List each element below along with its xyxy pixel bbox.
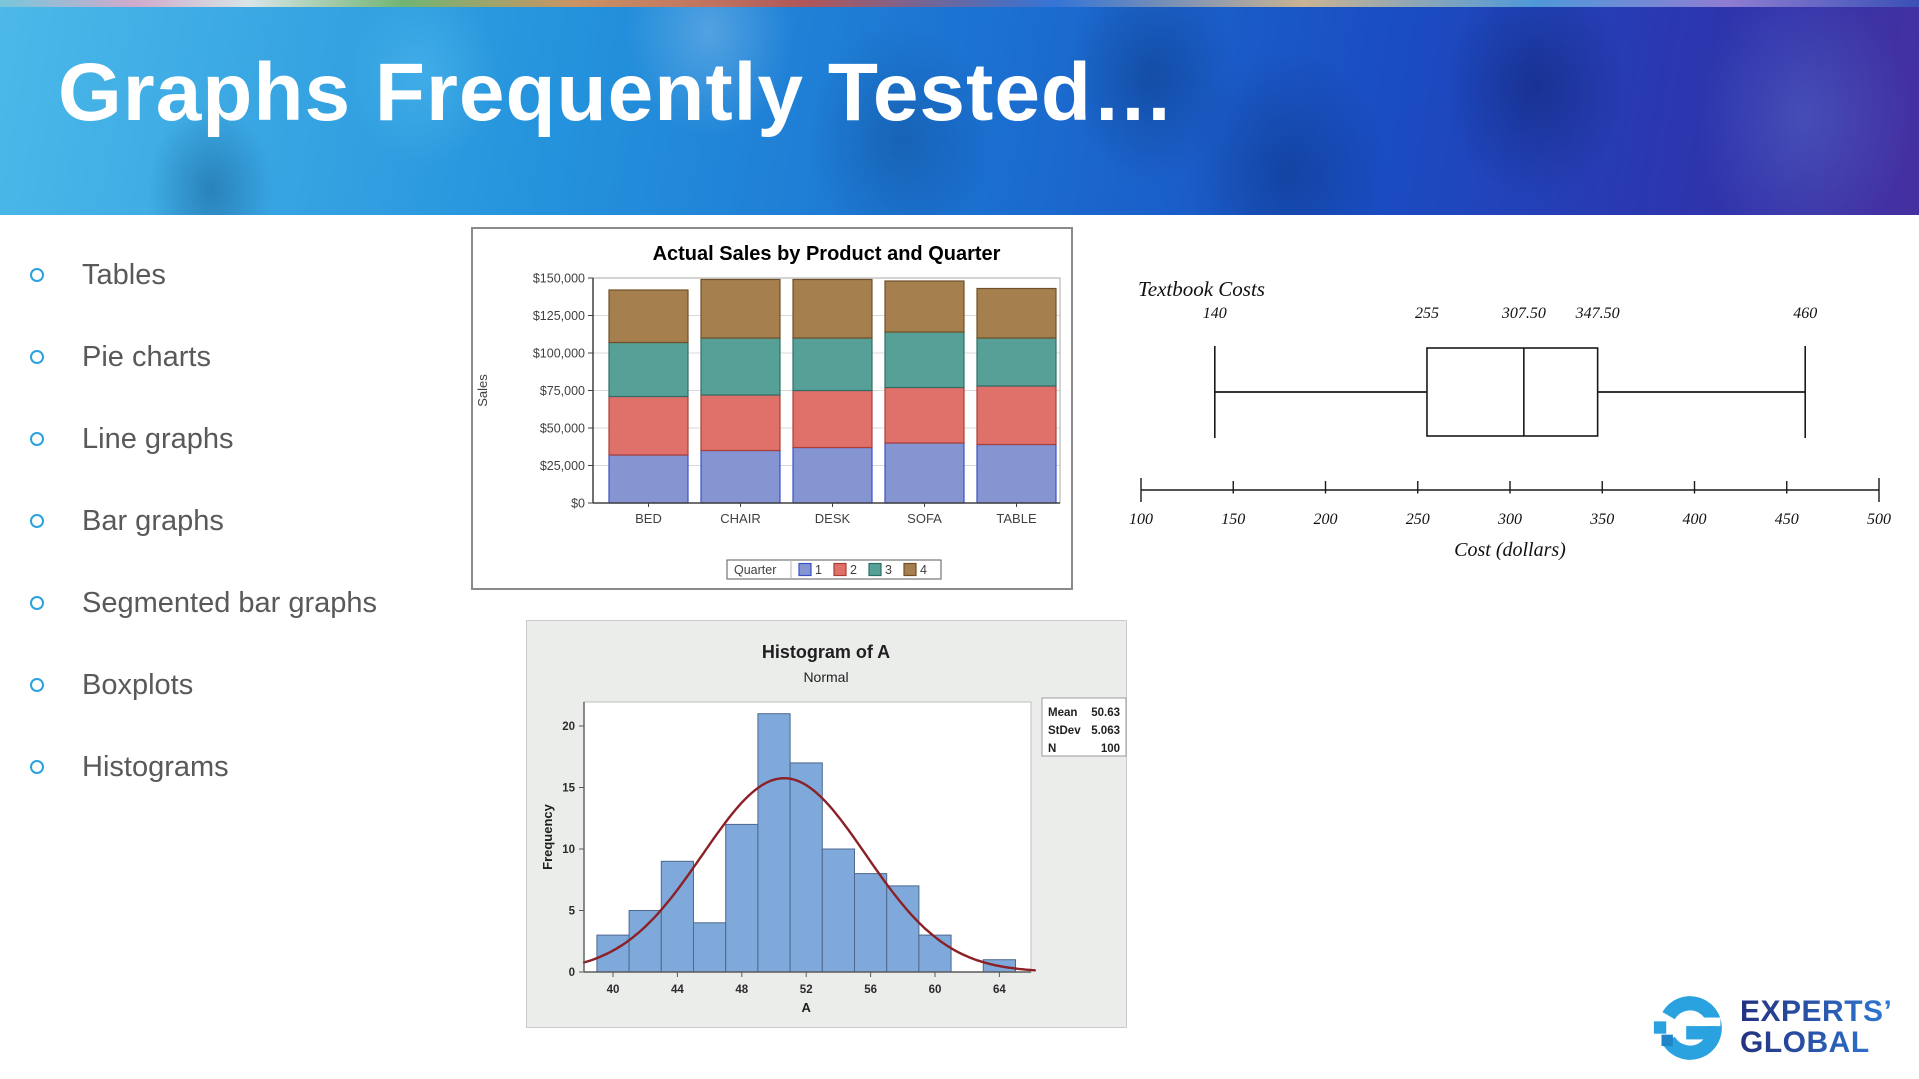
svg-text:Cost (dollars): Cost (dollars) [1454,539,1566,561]
svg-text:20: 20 [562,721,575,733]
svg-text:460: 460 [1793,305,1817,322]
header-photo-strip [0,0,1919,7]
svg-text:200: 200 [1314,511,1338,528]
circle-bullet-icon [30,514,44,528]
bullet-label: Segmented bar graphs [82,586,378,619]
svg-text:50.63: 50.63 [1091,707,1120,719]
boxplot-chart: Textbook Costs 140 255 307.50 347.50 460 100 15… [1128,262,1898,562]
histogram-chart-canvas: Histogram of A Normal 0 5 10 15 20 40 44 48 52 56 60… [540,642,1127,1015]
boxplot-chart-canvas: Textbook Costs 140 255 307.50 347.50 460 100 15… [1129,277,1891,561]
logo-g-icon [1653,996,1722,1060]
stacked-bar-chart: Actual Sales by Product and Quarter $0 $25… [471,227,1073,590]
circle-bullet-icon [30,678,44,692]
list-item: Line graphs [30,398,377,480]
svg-text:Sales: Sales [475,374,490,407]
svg-text:Textbook Costs: Textbook Costs [1138,277,1265,301]
svg-text:60: 60 [929,984,942,996]
svg-text:255: 255 [1415,305,1439,322]
svg-text:Frequency: Frequency [540,803,555,870]
svg-text:44: 44 [671,984,684,996]
svg-text:250: 250 [1406,511,1430,528]
svg-text:StDev: StDev [1048,725,1081,737]
svg-text:CHAIR: CHAIR [720,511,760,526]
svg-text:BED: BED [635,511,662,526]
bullet-label: Bar graphs [82,504,224,537]
svg-text:$100,000: $100,000 [533,347,585,361]
svg-text:$150,000: $150,000 [533,272,585,286]
slide-header: Graphs Frequently Tested… [0,0,1919,215]
bullet-label: Pie charts [82,340,211,373]
svg-text:150: 150 [1221,511,1245,528]
svg-text:$0: $0 [571,497,585,511]
svg-text:100: 100 [1129,511,1153,528]
circle-bullet-icon [30,760,44,774]
svg-text:$25,000: $25,000 [540,459,585,473]
svg-text:5.063: 5.063 [1091,725,1120,737]
svg-text:5: 5 [569,906,576,918]
list-item: Segmented bar graphs [30,562,377,644]
bullet-label: Tables [82,258,166,291]
svg-text:300: 300 [1497,511,1522,528]
svg-text:$75,000: $75,000 [540,384,585,398]
circle-bullet-icon [30,432,44,446]
logo-line1: EXPERTS’ [1740,995,1893,1029]
svg-text:Histogram of A: Histogram of A [762,642,890,662]
list-item: Boxplots [30,644,377,726]
list-item: Histograms [30,726,377,808]
list-item: Pie charts [30,316,377,398]
experts-global-logo: EXPERTS’ GLOBAL [1652,990,1892,1066]
svg-text:500: 500 [1867,511,1891,528]
svg-text:TABLE: TABLE [996,511,1037,526]
svg-text:0: 0 [569,967,575,979]
svg-text:Actual Sales by Product and Qu: Actual Sales by Product and Quarter [653,243,1001,265]
svg-text:52: 52 [800,984,813,996]
svg-text:450: 450 [1775,511,1799,528]
slide-title: Graphs Frequently Tested… [58,47,1176,138]
svg-text:3: 3 [885,563,892,577]
histogram-chart: Histogram of A Normal 0 5 10 15 20 40 44 48 52 56 60… [526,620,1127,1028]
list-item: Tables [30,234,377,316]
circle-bullet-icon [30,268,44,282]
svg-text:100: 100 [1101,743,1120,755]
bullet-label: Line graphs [82,422,234,455]
svg-text:Normal: Normal [803,669,848,685]
svg-text:140: 140 [1203,305,1227,322]
bullet-label: Boxplots [82,668,194,701]
stacked-bar-chart-canvas: Actual Sales by Product and Quarter $0 $25… [475,243,1061,580]
svg-text:56: 56 [864,984,877,996]
svg-text:64: 64 [993,984,1006,996]
svg-text:Quarter: Quarter [734,563,776,577]
svg-text:SOFA: SOFA [907,511,942,526]
circle-bullet-icon [30,596,44,610]
svg-text:307.50: 307.50 [1501,305,1546,322]
svg-text:A: A [802,1000,812,1015]
svg-text:48: 48 [735,984,748,996]
svg-text:2: 2 [850,563,857,577]
svg-text:$125,000: $125,000 [533,309,585,323]
svg-text:15: 15 [562,783,575,795]
svg-text:DESK: DESK [815,511,851,526]
logo-wordmark: EXPERTS’ GLOBAL [1740,997,1892,1058]
bullet-list: Tables Pie charts Line graphs Bar graphs Seg… [30,234,377,808]
svg-text:10: 10 [562,844,575,856]
list-item: Bar graphs [30,480,377,562]
svg-text:1: 1 [815,563,822,577]
svg-text:350: 350 [1589,511,1614,528]
svg-text:4: 4 [920,563,927,577]
logo-line2: GLOBAL [1740,1027,1892,1059]
svg-text:40: 40 [607,984,620,996]
svg-text:$50,000: $50,000 [540,422,585,436]
svg-text:Mean: Mean [1048,707,1077,719]
svg-text:347.50: 347.50 [1575,305,1620,322]
bullet-label: Histograms [82,750,229,783]
svg-text:N: N [1048,743,1056,755]
svg-text:400: 400 [1683,511,1707,528]
circle-bullet-icon [30,350,44,364]
